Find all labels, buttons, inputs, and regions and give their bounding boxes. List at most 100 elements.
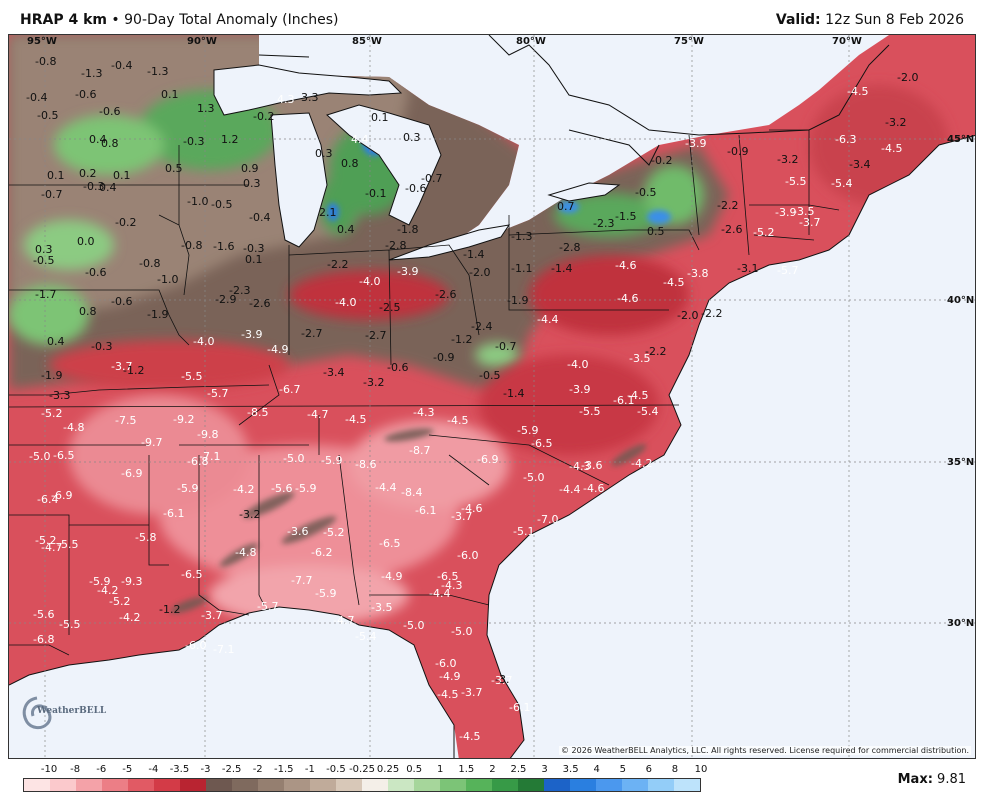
station-value: -5.2 [753,226,774,239]
latitude-label: 45°N [947,134,974,145]
station-value: -2.7 [301,327,322,340]
station-value: -3.5 [629,352,650,365]
longitude-label: 85°W [352,36,382,47]
colorbar-swatch [336,779,362,791]
colorbar-tick: 0.5 [406,764,423,775]
station-value: -5.7 [207,387,228,400]
station-value: -1.3 [511,230,532,243]
station-value: -5.1 [513,525,534,538]
station-value: -0.3 [243,242,264,255]
station-value: -2.2 [645,345,666,358]
colorbar-tick: 8 [671,764,679,775]
station-value: -3.1 [737,262,758,275]
colorbar-tick: 0.25 [376,764,400,775]
longitude-label: 90°W [187,36,217,47]
station-value: -6.5 [181,568,202,581]
station-value: -0.2 [651,154,672,167]
colorbar-swatch [648,779,674,791]
station-value: -4.8 [63,421,84,434]
colorbar-tick: -3.5 [169,764,190,775]
colorbar-swatch [414,779,440,791]
station-value: 0.4 [47,335,65,348]
station-value: -4.0 [335,296,356,309]
station-value: -0.7 [41,188,62,201]
station-value: -4.5 [459,730,480,743]
station-value: -5.8 [135,531,156,544]
station-value: -0.5 [37,109,58,122]
station-value: -5.5 [57,538,78,551]
station-value: -5.0 [29,450,50,463]
colorbar-tick: 10 [694,764,708,775]
station-value: 0.5 [165,162,183,175]
colorbar-tick: -0.25 [349,764,375,775]
colorbar-tick: -1 [304,764,315,775]
colorbar-swatch [596,779,622,791]
station-value: -5.2 [109,595,130,608]
station-value: -0.4 [249,211,270,224]
colorbar-tick: -3 [200,764,211,775]
station-value: 3.3 [301,91,319,104]
station-value: -4.5 [881,142,902,155]
station-value: -4.5 [345,413,366,426]
colorbar-tick-labels: -10 -8 -6 -5 -4 -3.5 -3 -2.5 -2 -1.5 -1 -0.5 -0.25 0.… [23,764,707,778]
station-value: 1.2 [221,133,239,146]
station-value: -4.6 [615,259,636,272]
station-value: -3.9 [241,328,262,341]
colorbar [23,778,701,792]
colorbar-swatch [76,779,102,791]
station-value: -3.7 [451,510,472,523]
station-value: -6.8 [187,455,208,468]
station-value: -4.6 [617,292,638,305]
station-value: 0.3 [35,243,53,256]
canada-border [258,35,890,166]
station-value: -2.6 [249,297,270,310]
station-value: 0.7 [557,200,575,213]
station-value: 0.0 [77,235,95,248]
station-value: -7.1 [199,450,220,463]
colorbar-swatch [570,779,596,791]
latitude-label: 35°N [947,457,974,468]
station-value: -1.4 [503,387,524,400]
great-lakes [213,64,621,261]
station-value: -3. [495,673,509,686]
station-value: -9.7 [141,436,162,449]
station-value: -8.4 [401,486,422,499]
max-number: 9.81 [932,772,966,787]
station-value: 0.2 [79,167,97,180]
station-value: -3.6 [581,459,602,472]
station-value: -3.2 [885,116,906,129]
colorbar-swatch [518,779,544,791]
station-value: -9.2 [173,413,194,426]
station-value: -4.5 [663,276,684,289]
station-value: -0.9 [727,145,748,158]
atlantic-coastline [486,135,975,758]
station-value: -0.6 [387,361,408,374]
map-canvas: 95°W 90°W 85°W 80°W 75°W 70°W 45°N 40°N 35°N 30°… [9,35,975,758]
colorbar-swatch [622,779,648,791]
station-value: -2.8 [385,239,406,252]
station-value: -2.2 [701,307,722,320]
station-value: -6.3 [835,133,856,146]
valid-value: 12z Sun 8 Feb 2026 [820,12,964,28]
station-value: 4.4 [351,133,369,146]
valid-label: Valid: [775,12,821,28]
anomaly-map[interactable]: 95°W 90°W 85°W 80°W 75°W 70°W 45°N 40°N 35°N 30°… [8,34,976,759]
colorbar-swatch [154,779,180,791]
model-name: HRAP 4 km [20,12,107,28]
station-value: -0.8 [181,239,202,252]
station-value: -6.0 [435,657,456,670]
station-value: -7.1 [213,643,234,656]
station-value: -5.0 [283,452,304,465]
station-value: -4.5 [627,389,648,402]
station-value: -5.2 [41,407,62,420]
station-value: -4.3 [413,406,434,419]
station-value: -0.6 [99,105,120,118]
colorbar-tick: 4 [593,764,600,775]
station-value: -2.6 [435,288,456,301]
station-value: -5.7 [257,600,278,613]
station-value: -3.7 [201,609,222,622]
colorbar-tick: 5 [619,764,626,775]
station-value: -4.6 [461,502,482,515]
station-value: -6.7 [279,383,300,396]
station-value: -4.7 [307,408,328,421]
